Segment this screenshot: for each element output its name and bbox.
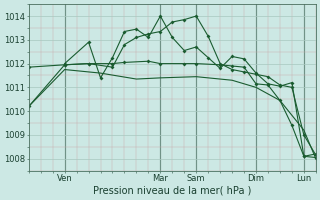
- X-axis label: Pression niveau de la mer( hPa ): Pression niveau de la mer( hPa ): [93, 186, 252, 196]
